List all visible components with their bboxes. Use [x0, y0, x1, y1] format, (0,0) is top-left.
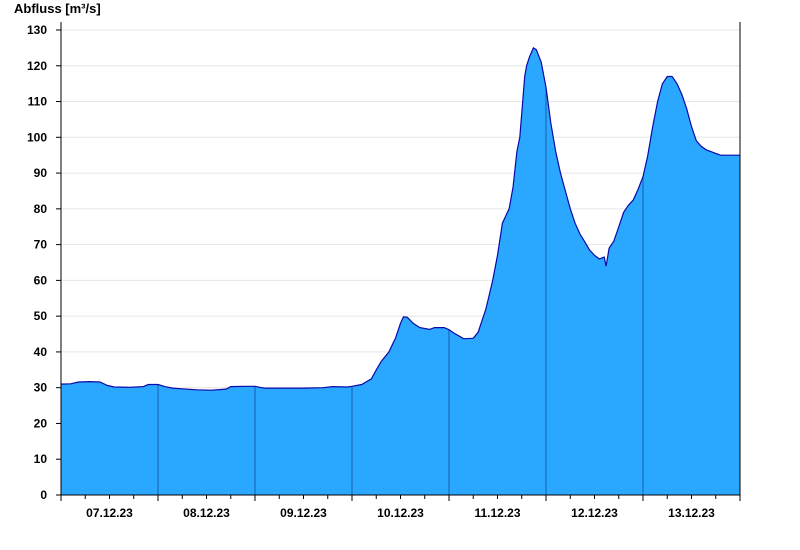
y-tick-label: 50 — [34, 309, 48, 323]
x-ticks: 07.12.23 08.12.23 09.12.23 10.12.23 11.12.23… — [60, 495, 741, 520]
discharge-area — [61, 47, 740, 496]
y-tick-label: 100 — [27, 130, 47, 144]
x-tick-label: 07.12.23 — [86, 506, 133, 520]
y-tick-label: 0 — [40, 488, 47, 502]
x-tick-label: 11.12.23 — [474, 506, 520, 520]
y-tick-label: 70 — [34, 238, 48, 252]
y-tick-label: 130 — [27, 23, 47, 37]
y-ticks: 0 10 20 30 40 50 60 70 80 90 100 110 120 130 — [27, 23, 61, 502]
y-tick-label: 90 — [34, 166, 48, 180]
x-tick-label: 09.12.23 — [280, 506, 327, 520]
discharge-line — [60, 47, 740, 391]
y-axis-label: Abfluss [m³/s] — [14, 1, 101, 16]
x-tick-label: 13.12.23 — [668, 506, 715, 520]
y-tick-label: 110 — [28, 95, 48, 109]
x-tick-label: 08.12.23 — [183, 506, 230, 520]
y-tick-label: 40 — [34, 345, 48, 359]
y-tick-label: 60 — [34, 273, 48, 287]
y-tick-label: 10 — [34, 452, 48, 466]
y-tick-label: 80 — [34, 202, 48, 216]
y-tick-label: 20 — [34, 416, 48, 430]
x-tick-label: 12.12.23 — [571, 506, 618, 520]
y-tick-label: 30 — [34, 381, 48, 395]
x-tick-label: 10.12.23 — [377, 506, 424, 520]
day-separators — [157, 87, 644, 495]
y-tick-label: 120 — [27, 59, 47, 73]
